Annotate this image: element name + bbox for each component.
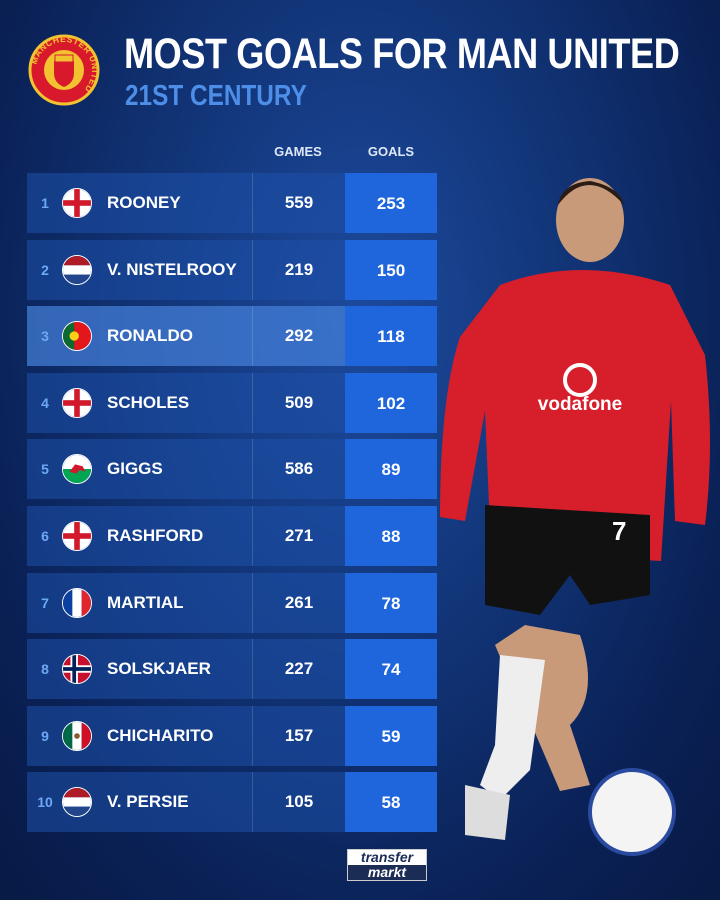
player-photo: vodafone 7 <box>440 178 710 856</box>
rank: 5 <box>41 461 49 478</box>
player-name: SOLSKJAER <box>107 659 211 679</box>
england-flag-icon <box>62 387 92 418</box>
games-value: 271 <box>252 506 345 566</box>
france-flag-icon <box>62 587 92 618</box>
goals-value: 102 <box>345 372 437 433</box>
rank: 2 <box>41 261 49 278</box>
player-name: CHICHARITO <box>107 725 214 745</box>
page-subtitle: 21ST CENTURY <box>125 80 307 112</box>
mexico-flag-icon <box>62 720 92 751</box>
goals-value: 59 <box>345 705 437 766</box>
norway-flag-icon <box>62 654 92 685</box>
transfermarkt-logo: transfer markt <box>347 849 427 881</box>
manchester-united-crest-logo: MANCHESTER UNITED <box>28 34 100 106</box>
table-row: 2 V. NISTELROOY 219 150 <box>27 239 437 300</box>
games-value: 227 <box>252 639 345 700</box>
games-value: 261 <box>252 572 345 633</box>
table-row: 8 SOLSKJAER 227 74 <box>27 639 437 700</box>
rank: 3 <box>41 328 49 345</box>
rank: 7 <box>41 594 49 611</box>
table-row: 6 RASHFORD 271 88 <box>27 506 437 566</box>
goals-value: 74 <box>345 639 437 700</box>
goals-value: 118 <box>345 306 437 367</box>
column-header-goals: GOALS <box>367 144 415 159</box>
table-row: 5 GIGGS 586 89 <box>27 439 437 500</box>
player-name: MARTIAL <box>107 592 184 612</box>
player-name: RONALDO <box>107 326 193 346</box>
player-name: V. NISTELROOY <box>107 259 237 279</box>
table-row: 4 SCHOLES 509 102 <box>27 372 437 433</box>
goals-value: 78 <box>345 572 437 633</box>
page-title: MOST GOALS FOR MAN UNITED <box>124 30 680 78</box>
goals-value: 150 <box>345 239 437 300</box>
rank: 9 <box>41 727 49 744</box>
rank: 10 <box>37 794 53 811</box>
goals-value: 58 <box>345 772 437 833</box>
england-flag-icon <box>62 521 92 551</box>
games-value: 559 <box>252 173 345 233</box>
portugal-flag-icon <box>62 321 92 352</box>
table-row: 10 V. PERSIE 105 58 <box>27 772 437 833</box>
wales-flag-icon <box>62 454 92 485</box>
games-value: 157 <box>252 705 345 766</box>
goals-value: 88 <box>345 506 437 566</box>
player-name: GIGGS <box>107 459 163 479</box>
table-row: 1 ROONEY 559 253 <box>27 173 437 233</box>
games-value: 105 <box>252 772 345 833</box>
logo-line-2: markt <box>367 864 407 880</box>
player-name: ROONEY <box>107 193 181 212</box>
rank: 6 <box>41 528 49 544</box>
goals-value: 89 <box>345 439 437 500</box>
england-flag-icon <box>62 188 92 218</box>
games-value: 586 <box>252 439 345 500</box>
table-row: 3 RONALDO 292 118 <box>27 306 437 367</box>
netherlands-flag-icon <box>62 254 92 285</box>
player-name: RASHFORD <box>107 526 204 545</box>
shirt-number: 7 <box>612 516 626 546</box>
rank: 1 <box>41 195 49 211</box>
games-value: 509 <box>252 372 345 433</box>
rank: 4 <box>41 394 49 411</box>
column-header-games: GAMES <box>274 144 322 159</box>
rank: 8 <box>41 661 49 678</box>
table-row: 7 MARTIAL 261 78 <box>27 572 437 633</box>
player-name: SCHOLES <box>107 392 190 412</box>
logo-line-1: transfer <box>348 850 426 865</box>
shirt-sponsor: vodafone <box>538 394 622 415</box>
netherlands-flag-icon <box>62 787 92 818</box>
games-value: 292 <box>252 306 345 367</box>
table-row: 9 CHICHARITO 157 59 <box>27 705 437 766</box>
games-value: 219 <box>252 239 345 300</box>
player-name: V. PERSIE <box>107 792 189 812</box>
goals-value: 253 <box>345 173 437 233</box>
